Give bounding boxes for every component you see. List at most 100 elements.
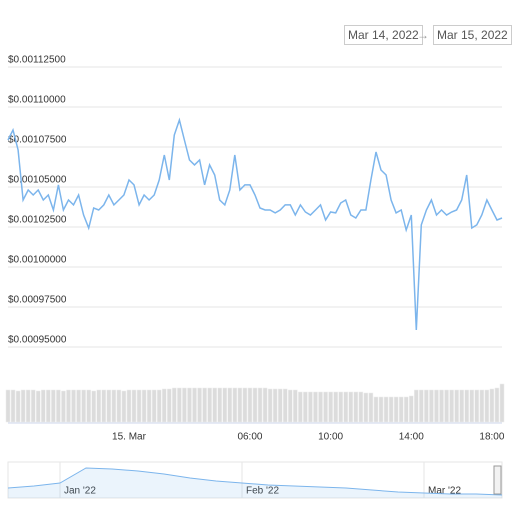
date-from[interactable]: Mar 14, 2022 bbox=[344, 25, 423, 45]
price-line bbox=[7, 467, 503, 496]
volume-bar bbox=[101, 389, 107, 423]
volume-bar bbox=[298, 391, 303, 423]
volume-bar bbox=[5, 389, 11, 423]
volume-bar bbox=[262, 387, 268, 423]
volume-bar bbox=[454, 389, 459, 423]
volume-bar bbox=[494, 387, 500, 423]
volume-bar bbox=[116, 389, 122, 423]
volume-bar bbox=[126, 389, 132, 423]
volume-bar bbox=[121, 390, 127, 423]
x-tick-label: 15. Mar bbox=[112, 432, 147, 443]
volume-bar bbox=[242, 387, 248, 423]
volume-bar bbox=[227, 387, 233, 423]
volume-bar bbox=[96, 389, 102, 423]
volume-bar bbox=[91, 390, 96, 423]
volume-bar bbox=[106, 389, 112, 423]
volume-bar bbox=[408, 395, 414, 423]
volume-bar bbox=[81, 389, 86, 423]
navigator-frame bbox=[7, 461, 503, 499]
volume-bar bbox=[459, 389, 464, 423]
volume-bar bbox=[398, 396, 404, 423]
volume-bar bbox=[156, 389, 162, 423]
volume-bar bbox=[489, 388, 495, 423]
volume-bar bbox=[257, 387, 263, 423]
volume-bar bbox=[131, 389, 137, 423]
volume-bar bbox=[393, 396, 399, 423]
volume-bar bbox=[35, 390, 41, 423]
volume-bar bbox=[76, 389, 81, 423]
volume-bar bbox=[237, 387, 243, 423]
volume-bar bbox=[212, 387, 217, 423]
volume-bar bbox=[267, 388, 273, 423]
volume-bar bbox=[202, 387, 207, 423]
volume-bar bbox=[66, 389, 71, 423]
volume-bar bbox=[111, 389, 117, 423]
volume-bar bbox=[449, 389, 454, 423]
date-to[interactable]: Mar 15, 2022 bbox=[433, 25, 512, 45]
volume-bar bbox=[424, 389, 429, 423]
volume-bar bbox=[343, 391, 349, 423]
volume-bar bbox=[419, 389, 424, 423]
volume-bar bbox=[167, 388, 172, 423]
volume-bar bbox=[20, 389, 26, 423]
volume-bar bbox=[353, 391, 359, 423]
volume-bar bbox=[71, 389, 76, 423]
volume-bar bbox=[277, 388, 283, 423]
y-tick-label: $0.00100000 bbox=[8, 255, 67, 266]
volume-bar bbox=[51, 389, 56, 423]
volume-bar bbox=[41, 389, 46, 423]
volume-bar bbox=[197, 387, 202, 423]
volume-bar bbox=[151, 389, 157, 423]
volume-bar bbox=[429, 389, 434, 423]
volume-bar bbox=[378, 396, 384, 423]
volume-bar bbox=[61, 390, 66, 423]
volume-bar bbox=[414, 389, 419, 423]
volume-bar bbox=[192, 387, 197, 423]
volume-bar bbox=[56, 389, 61, 423]
volume-bar bbox=[474, 389, 480, 423]
volume-bar bbox=[146, 389, 152, 423]
volume-bar bbox=[313, 391, 318, 423]
navigator-label: Mar '22 bbox=[428, 486, 461, 497]
volume-bar bbox=[187, 387, 192, 423]
volume-bar bbox=[323, 391, 328, 423]
volume-bar bbox=[373, 396, 379, 423]
volume-bar bbox=[303, 391, 308, 423]
y-tick-label: $0.00095000 bbox=[8, 335, 67, 346]
volume-bar bbox=[434, 389, 439, 423]
y-tick-label: $0.00112500 bbox=[8, 55, 66, 66]
y-tick-label: $0.00102500 bbox=[8, 215, 67, 226]
volume-bar bbox=[383, 396, 389, 423]
volume-bar bbox=[358, 391, 364, 423]
price-line bbox=[7, 117, 503, 331]
volume-bar bbox=[252, 387, 258, 423]
volume-bar bbox=[207, 387, 212, 423]
x-tick-label: 14:00 bbox=[399, 432, 424, 443]
volume-bar bbox=[161, 388, 167, 423]
volume-bar bbox=[328, 391, 333, 423]
volume-bar bbox=[232, 387, 238, 423]
volume-bar bbox=[333, 391, 338, 423]
volume-bar bbox=[86, 389, 91, 423]
navigator-label: Jan '22 bbox=[64, 486, 96, 497]
volume-bar bbox=[338, 391, 343, 423]
y-tick-label: $0.00110000 bbox=[8, 95, 66, 106]
volume-bar bbox=[439, 389, 444, 423]
volume-bar bbox=[10, 389, 16, 423]
volume-bar bbox=[288, 389, 293, 423]
volume-bar bbox=[172, 387, 177, 423]
date-separator: → bbox=[417, 28, 429, 42]
volume-bar bbox=[141, 389, 147, 423]
volume-bar bbox=[318, 391, 323, 423]
volume-bar bbox=[293, 389, 298, 423]
volume-bar bbox=[25, 389, 31, 423]
volume-bar bbox=[308, 391, 313, 423]
volume-bar bbox=[282, 388, 288, 423]
volume-bar bbox=[479, 389, 485, 423]
volume-bar bbox=[177, 387, 182, 423]
volume-bar bbox=[136, 389, 142, 423]
volume-bar bbox=[15, 390, 21, 423]
navigator-handle[interactable] bbox=[493, 465, 502, 495]
volume-bar bbox=[469, 389, 475, 423]
volume-bar bbox=[403, 396, 409, 423]
